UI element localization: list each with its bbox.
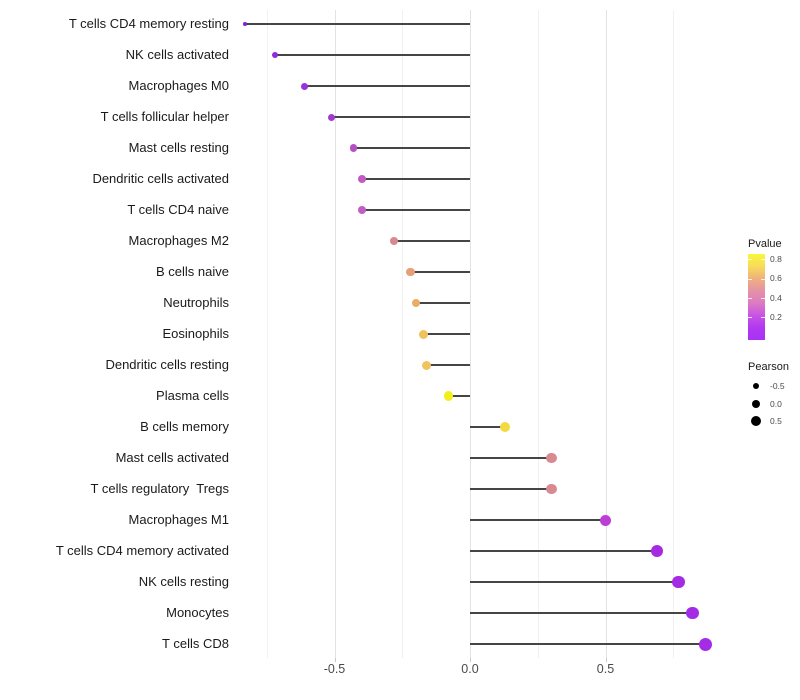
y-axis-label: B cells naive	[156, 264, 229, 279]
y-axis-label: T cells CD4 memory resting	[68, 16, 229, 31]
x-axis-tick	[605, 658, 607, 662]
colorbar-tick-mark	[761, 259, 765, 261]
lollipop-stem	[423, 333, 470, 335]
y-axis-label: NK cells resting	[138, 574, 229, 589]
lollipop-stem	[426, 364, 470, 366]
data-point	[419, 329, 429, 339]
y-axis-label: T cells CD8	[162, 636, 229, 651]
lollipop-stem	[470, 550, 657, 552]
data-point	[422, 360, 432, 370]
colorbar-tick-mark	[761, 278, 765, 280]
y-axis-label: Dendritic cells resting	[105, 357, 229, 372]
lollipop-stem	[470, 426, 506, 428]
lollipop-stem	[470, 488, 552, 490]
data-point	[443, 391, 454, 401]
y-axis-label: Dendritic cells activated	[92, 171, 229, 186]
y-axis-label: Monocytes	[166, 605, 229, 620]
data-point	[271, 52, 278, 58]
lollipop-stem	[470, 612, 693, 614]
data-point	[546, 483, 557, 495]
y-axis-label: Neutrophils	[163, 295, 229, 310]
data-point	[600, 514, 611, 526]
lollipop-stem	[361, 178, 470, 180]
lollipop-stem	[448, 395, 470, 397]
data-point	[411, 298, 421, 308]
colorbar-tick-label: 0.8	[770, 253, 782, 264]
lollipop-stem	[470, 457, 552, 459]
minor-gridline	[266, 10, 268, 658]
data-point	[651, 545, 663, 557]
major-gridline	[470, 10, 471, 658]
lollipop-stem	[470, 581, 679, 583]
minor-gridline	[673, 10, 675, 658]
pearson-legend-label: 0.0	[770, 398, 782, 409]
lollipop-stem	[274, 54, 470, 56]
lollipop-stem	[470, 643, 706, 645]
pearson-legend-dot	[750, 415, 762, 427]
data-point	[301, 82, 309, 90]
colorbar-tick-mark	[761, 317, 765, 319]
pearson-legend-dot	[751, 399, 761, 409]
y-axis-label: Mast cells activated	[115, 450, 229, 465]
lollipop-stem	[415, 302, 470, 304]
major-gridline	[605, 10, 607, 658]
major-gridline	[334, 10, 336, 658]
lollipop-stem	[361, 209, 470, 211]
lollipop-stem	[353, 147, 470, 149]
lollipop-stem	[245, 23, 470, 25]
data-point	[672, 575, 685, 589]
data-point	[357, 175, 366, 183]
data-point	[699, 637, 713, 651]
data-point	[328, 113, 336, 121]
colorbar-tick-mark	[748, 298, 752, 299]
y-axis-label: T cells CD4 memory activated	[55, 543, 229, 558]
y-axis-label: Macrophages M0	[128, 78, 229, 93]
colorbar-tick-mark	[761, 298, 765, 299]
colorbar-tick-label: 0.6	[770, 273, 782, 284]
lollipop-stem	[410, 271, 470, 273]
minor-gridline	[537, 10, 539, 658]
lollipop-stem	[470, 519, 606, 521]
colorbar-tick-label: 0.4	[770, 292, 782, 303]
data-point	[349, 144, 358, 152]
lollipop-stem	[331, 116, 470, 118]
pearson-legend-dot	[752, 382, 760, 390]
x-axis-tick	[470, 658, 471, 662]
y-axis-label: T cells follicular helper	[100, 109, 229, 124]
y-axis-label: B cells memory	[140, 419, 229, 434]
colorbar-tick-label: 0.2	[770, 311, 782, 322]
colorbar-tick-mark	[748, 278, 752, 280]
y-axis-label: T cells CD4 naive	[127, 202, 229, 217]
data-point	[686, 606, 699, 620]
y-axis-label: Macrophages M2	[128, 233, 229, 248]
data-point	[357, 206, 366, 214]
data-point	[406, 267, 415, 277]
y-axis-label: Mast cells resting	[128, 140, 229, 155]
pvalue-colorbar	[748, 254, 765, 340]
pearson-legend-label: 0.5	[770, 415, 782, 426]
minor-gridline	[402, 10, 404, 658]
x-axis-tick	[334, 658, 336, 662]
y-axis-label: NK cells activated	[125, 47, 229, 62]
data-point	[242, 21, 248, 27]
y-axis-label: T cells regulatory Tregs	[90, 481, 229, 496]
y-axis-label: Plasma cells	[156, 388, 229, 403]
y-axis-label: Eosinophils	[162, 326, 230, 341]
x-axis-tick-label: -0.5	[323, 662, 346, 676]
data-point	[389, 236, 399, 246]
colorbar-tick-mark	[748, 259, 752, 261]
lollipop-stem	[304, 85, 470, 87]
x-axis-tick-label: 0.0	[461, 662, 479, 676]
y-axis-label: Macrophages M1	[128, 512, 229, 527]
pearson-legend-label: -0.5	[770, 380, 785, 391]
pvalue-legend-title: Pvalue	[748, 238, 782, 250]
data-point	[546, 452, 557, 464]
data-point	[500, 422, 511, 432]
pearson-legend-title: Pearson	[748, 361, 789, 373]
x-axis-tick-label: 0.5	[596, 662, 615, 676]
lollipop-stem	[394, 240, 470, 242]
colorbar-tick-mark	[748, 317, 752, 319]
